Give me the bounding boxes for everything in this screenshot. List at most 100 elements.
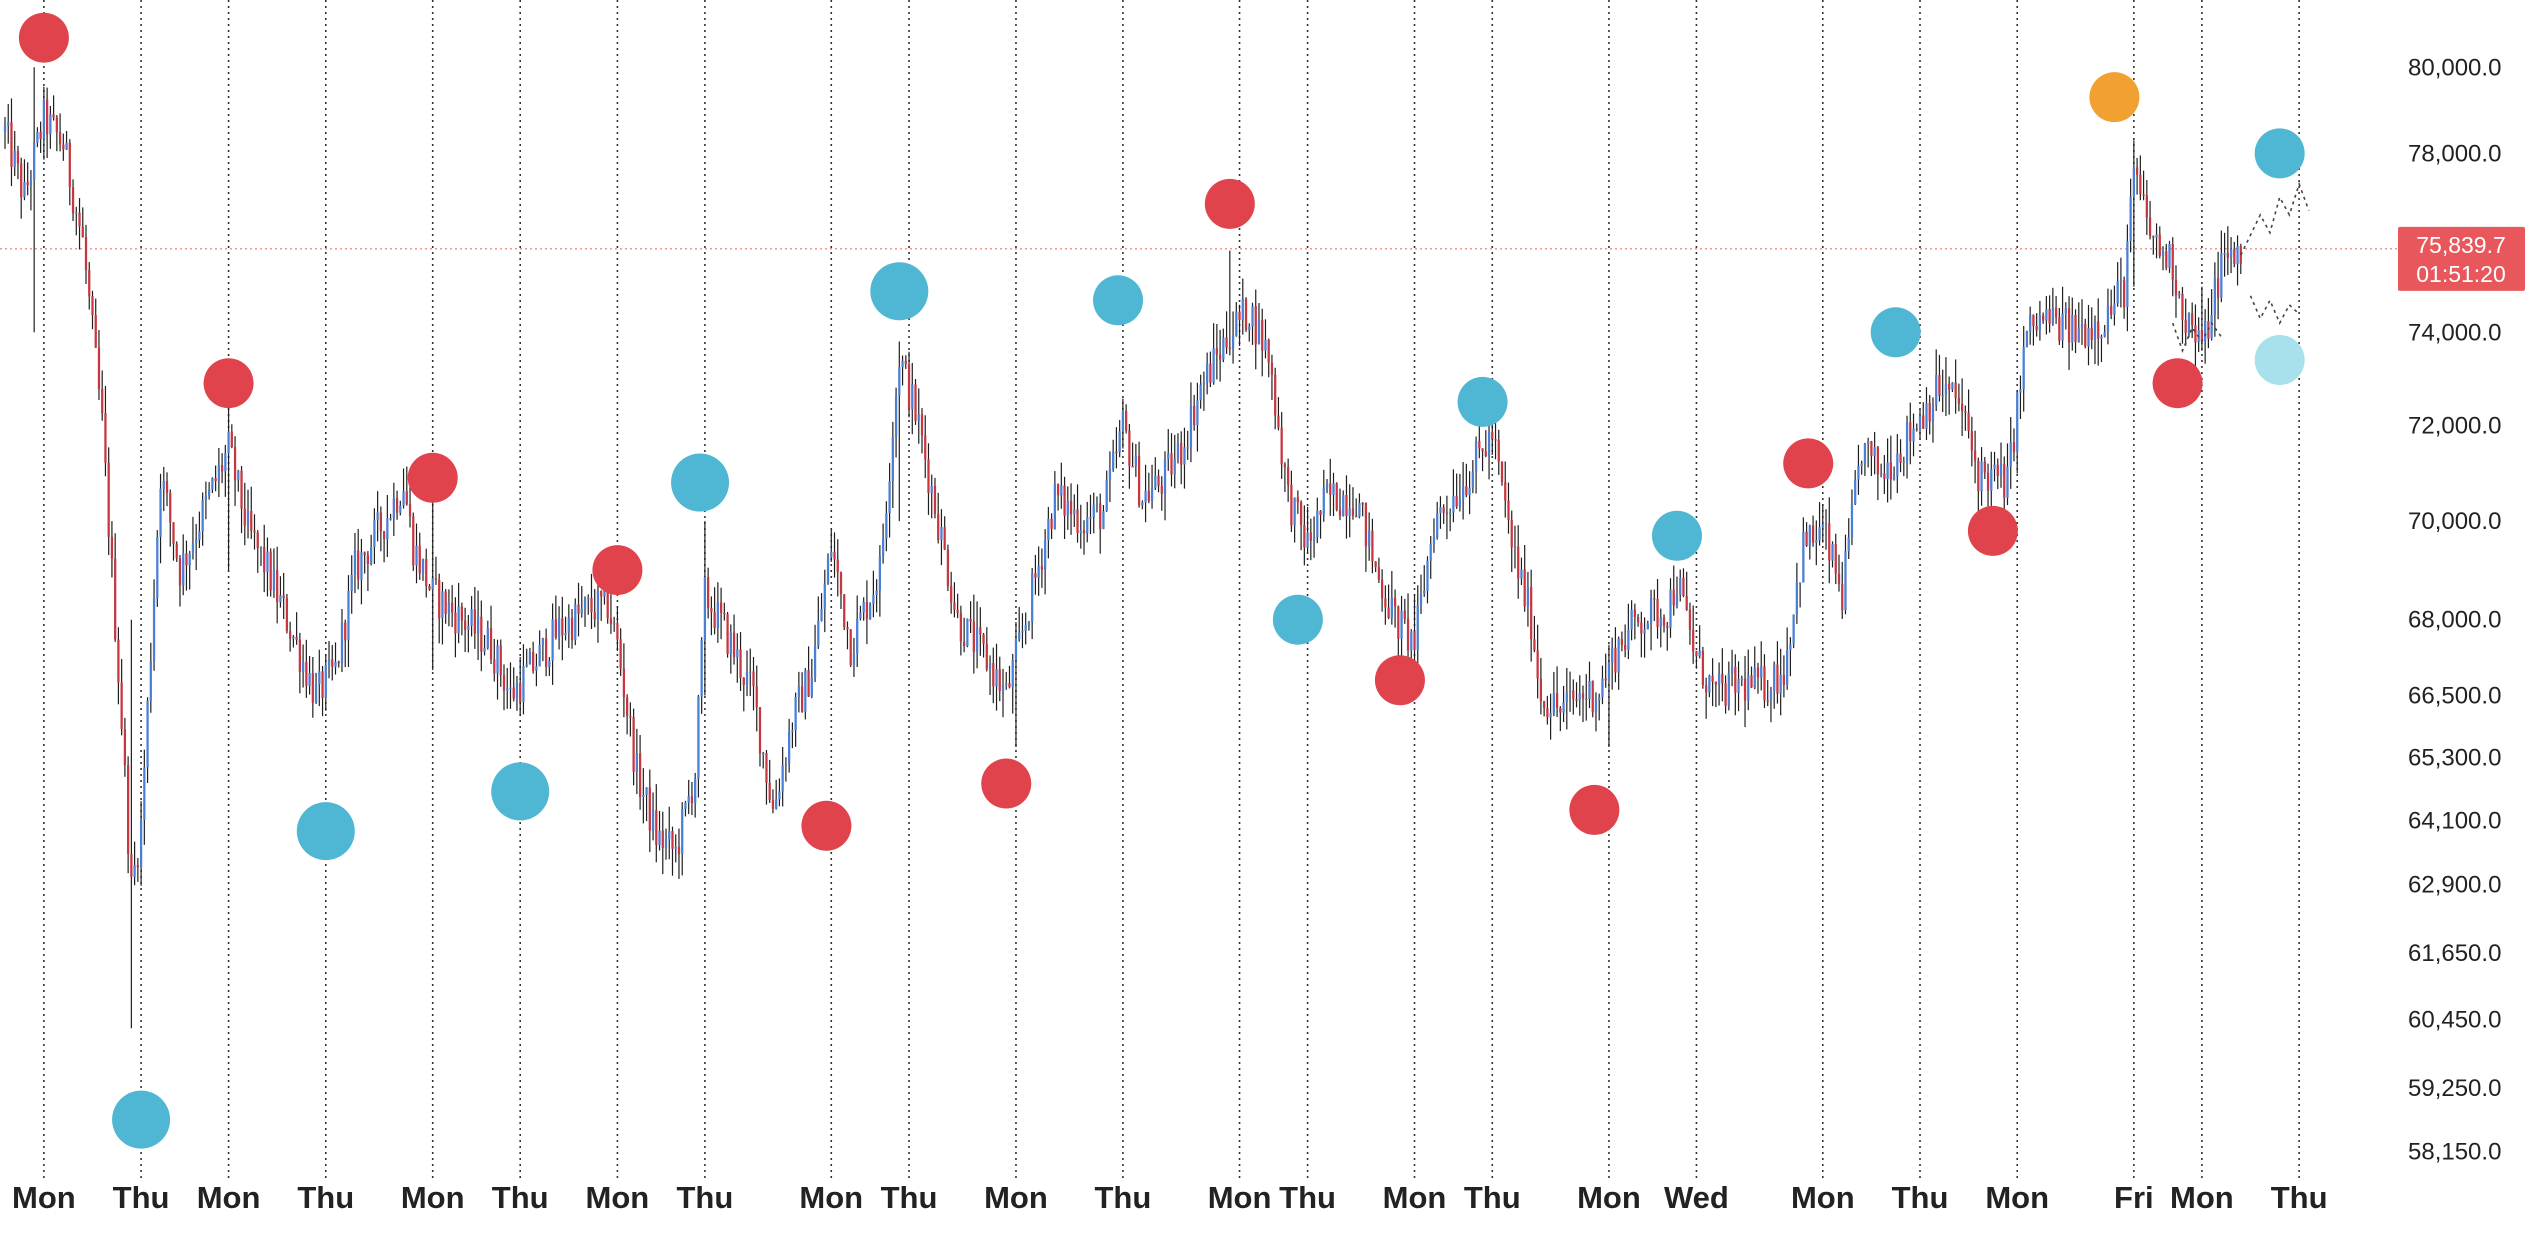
candle-body (327, 659, 331, 666)
candle-body (39, 131, 42, 140)
candle-body (567, 617, 570, 633)
candle-body (625, 697, 629, 716)
candle-body (1465, 486, 1468, 496)
candle-body (1899, 453, 1902, 463)
candle-body (263, 547, 266, 573)
candle-body (1607, 662, 1611, 681)
candle-body (1798, 582, 1802, 584)
candle-body (1601, 678, 1604, 698)
candle-body (324, 665, 327, 698)
candle-body (1215, 348, 1218, 355)
candle-body (1850, 504, 1854, 538)
candle-body (632, 716, 635, 772)
candle-body (1040, 566, 1044, 570)
candle-body (765, 753, 768, 783)
candle-body (2074, 315, 2077, 342)
candle-body (713, 612, 716, 629)
time-axis-label: Mon (2170, 1180, 2234, 1215)
candle-body (2223, 253, 2226, 255)
signal-marker-blue (491, 762, 550, 821)
candle-body (1332, 483, 1335, 495)
candle-body (1380, 579, 1384, 599)
candle-body (486, 628, 489, 648)
candle-body (2152, 235, 2155, 238)
candle-body (2129, 196, 2132, 242)
candle-body (580, 608, 583, 614)
candle-body (794, 697, 797, 731)
candle-body (1183, 447, 1186, 465)
candle-body (664, 839, 668, 849)
candle-body (972, 621, 975, 653)
candle-body (480, 616, 483, 652)
candle-body (2113, 303, 2116, 315)
candle-body (784, 764, 788, 766)
candle-body (1432, 537, 1436, 544)
candle-body (1345, 495, 1348, 516)
time-axis-label: Mon (1985, 1180, 2049, 1215)
candle-body (729, 632, 732, 655)
signal-marker-blue (296, 802, 355, 861)
candle-body (1841, 584, 1844, 611)
candle-body (1416, 605, 1419, 650)
candle-body (496, 645, 499, 674)
candle-body (1487, 431, 1491, 457)
candle-body (1387, 607, 1390, 618)
signal-marker-red (801, 800, 852, 851)
projection-path (2171, 321, 2223, 353)
candle-body (331, 659, 334, 667)
candle-body (1137, 455, 1141, 506)
candle-body (2191, 313, 2194, 326)
time-axis[interactable]: Mon Thu Mon Thu Mon Thu Mon Thu Mon Thu Mon Thu Mon T… (12, 1180, 2327, 1215)
candle-body (1662, 617, 1666, 626)
candle-body (1863, 443, 1867, 464)
candle-body (224, 453, 227, 472)
candle-body (26, 182, 29, 186)
candle-body (434, 578, 438, 581)
candle-body (214, 478, 217, 482)
candle-body (839, 572, 843, 595)
candle-body (1627, 629, 1630, 650)
candle-body (1581, 693, 1585, 699)
candle-body (1672, 589, 1675, 606)
signal-marker-red (1204, 178, 1255, 229)
candle-body (1847, 537, 1850, 552)
candle-body (719, 602, 723, 613)
candle-body (1675, 594, 1679, 606)
candle-body (305, 661, 308, 686)
price-axis[interactable]: 80,000.0 78,000.0 74,000.0 72,000.0 70,000.0… (2408, 54, 2501, 1165)
candle-body (130, 853, 133, 877)
candle-body (1960, 403, 1964, 412)
candle-body (1335, 483, 1338, 510)
candle-body (1598, 697, 1601, 701)
candle-body (749, 671, 752, 673)
candle-body (1024, 624, 1027, 631)
candle-body (2187, 313, 2191, 334)
candle-body (172, 522, 175, 545)
candle-body (2126, 241, 2129, 308)
candle-body (1996, 464, 1999, 476)
candle-body (726, 614, 729, 655)
candle-body (476, 616, 480, 634)
candle-body (1014, 639, 1018, 660)
candle-body (674, 846, 677, 849)
candle-body (872, 594, 875, 605)
candle-body (2135, 167, 2139, 175)
candle-body (1290, 484, 1293, 526)
candle-body (2022, 346, 2025, 390)
candle-body (483, 647, 486, 652)
candle-body (1517, 546, 1520, 579)
candle-body (136, 864, 139, 868)
candle-body (1760, 666, 1763, 678)
candle-body (7, 122, 10, 126)
candle-body (2087, 327, 2090, 347)
candle-body (185, 553, 188, 566)
candle-body (463, 620, 467, 631)
candle-body (1578, 693, 1581, 701)
signal-marker-blue (1651, 510, 1702, 561)
candle-body (52, 114, 55, 118)
candle-body (1559, 707, 1562, 713)
candle-body (2042, 315, 2045, 321)
candle-body (1721, 673, 1724, 684)
